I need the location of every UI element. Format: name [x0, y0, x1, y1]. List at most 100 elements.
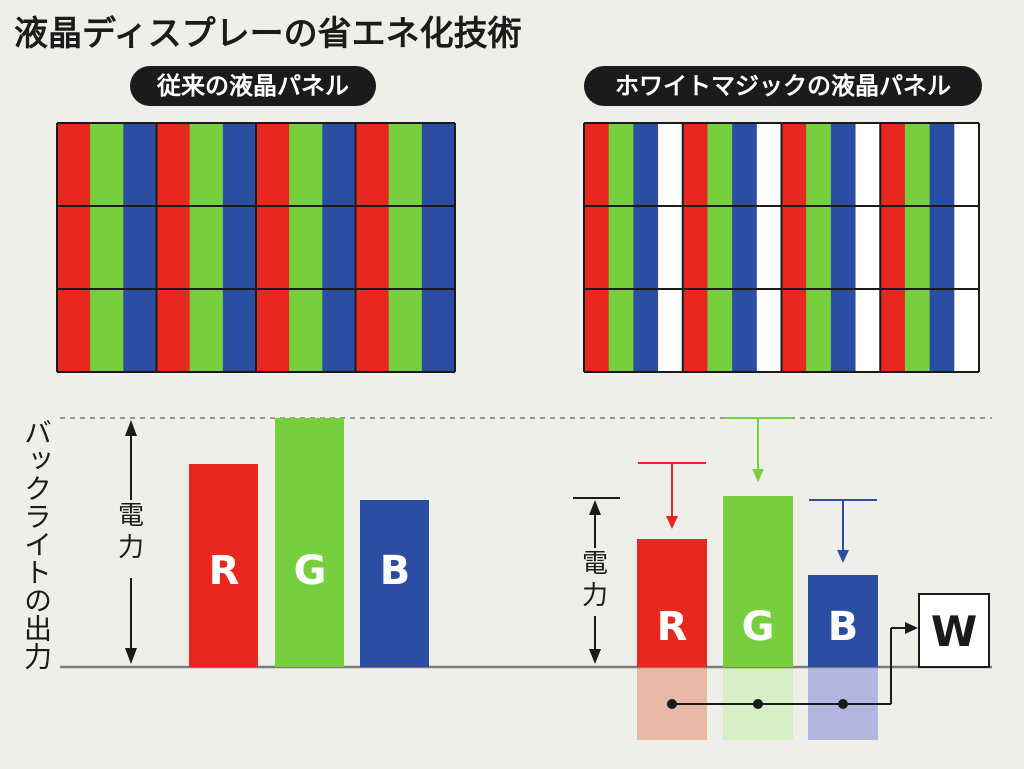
subpixel-stripe	[682, 289, 708, 372]
red-bar-conventional	[189, 464, 258, 667]
subpixel-stripe	[880, 289, 906, 372]
power-arrow-head-down	[589, 649, 601, 664]
subpixel-stripe	[904, 123, 930, 206]
diagram-title: 液晶ディスプレーの省エネ化技術	[14, 14, 522, 54]
backlight-output-label: バックライトの出力	[20, 418, 53, 670]
blue-reduction-arrow-head	[837, 550, 849, 563]
subpixel-stripe	[633, 206, 659, 289]
subpixel-stripe	[322, 289, 356, 372]
subpixel-stripe	[90, 206, 124, 289]
power-label-char: 力	[582, 581, 608, 611]
subpixel-stripe	[388, 206, 423, 289]
power-arrow-head-down	[125, 648, 137, 664]
subpixel-stripe	[806, 289, 832, 372]
subpixel-stripe	[830, 206, 856, 289]
subpixel-stripe	[707, 289, 733, 372]
subpixel-stripe	[608, 123, 634, 206]
rgb-pixel-grid	[56, 122, 456, 373]
subpixel-stripe	[707, 123, 733, 206]
bar-letter-r: R	[657, 604, 688, 650]
subpixel-stripe	[781, 289, 807, 372]
subpixel-stripe	[633, 289, 659, 372]
subpixel-stripe	[830, 123, 856, 206]
subpixel-stripe	[90, 289, 124, 372]
subpixel-stripe	[781, 123, 807, 206]
subpixel-stripe	[57, 123, 91, 206]
subpixel-stripe	[855, 123, 881, 206]
subpixel-stripe	[289, 289, 323, 372]
subpixel-stripe	[806, 123, 832, 206]
subpixel-stripe	[256, 289, 290, 372]
subpixel-stripe	[608, 289, 634, 372]
subpixel-stripe	[756, 123, 782, 206]
left-panel-label: 従来の液晶パネル	[130, 66, 376, 106]
subpixel-stripe	[189, 289, 224, 372]
green-bar-conventional	[275, 418, 344, 667]
subpixel-stripe	[322, 206, 356, 289]
subpixel-stripe	[123, 123, 157, 206]
subpixel-stripe	[90, 123, 124, 206]
white-box-letter: W	[931, 607, 977, 656]
subpixel-stripe	[682, 206, 708, 289]
subpixel-stripe	[732, 123, 758, 206]
subpixel-stripe	[855, 206, 881, 289]
subpixel-stripe	[880, 206, 906, 289]
subpixel-stripe	[57, 289, 91, 372]
green-bar-whitemagic	[723, 496, 793, 667]
subpixel-stripe	[658, 123, 684, 206]
subpixel-stripe	[904, 206, 930, 289]
subpixel-stripe	[355, 289, 389, 372]
subpixel-stripe	[123, 289, 157, 372]
subpixel-stripe	[732, 206, 758, 289]
subpixel-stripe	[855, 289, 881, 372]
subpixel-stripe	[222, 289, 257, 372]
power-label-char: 電	[582, 549, 608, 579]
subpixel-stripe	[584, 289, 609, 372]
subpixel-stripe	[732, 289, 758, 372]
subpixel-stripe	[880, 123, 906, 206]
subpixel-stripe	[954, 206, 980, 289]
subpixel-stripe	[156, 123, 190, 206]
subpixel-stripe	[222, 206, 257, 289]
subpixel-stripe	[608, 206, 634, 289]
connector-dot	[838, 699, 848, 709]
subpixel-stripe	[355, 123, 389, 206]
blue-bar-conventional	[360, 500, 429, 667]
subpixel-stripe	[355, 206, 389, 289]
subpixel-stripe	[633, 123, 659, 206]
bar-letter-r: R	[209, 548, 240, 594]
subpixel-stripe	[756, 206, 782, 289]
subpixel-stripe	[322, 123, 356, 206]
bar-letter-b: B	[828, 604, 859, 650]
subpixel-stripe	[421, 206, 456, 289]
subpixel-stripe	[256, 123, 290, 206]
subpixel-stripe	[929, 123, 955, 206]
red-bar-whitemagic	[637, 539, 707, 667]
power-label-char: 電	[118, 501, 144, 531]
subpixel-stripe	[830, 289, 856, 372]
subpixel-stripe	[289, 206, 323, 289]
subpixel-stripe	[156, 289, 190, 372]
combine-arrow-head	[905, 622, 918, 634]
subpixel-stripe	[421, 123, 456, 206]
subpixel-stripe	[584, 123, 609, 206]
subpixel-stripe	[756, 289, 782, 372]
subpixel-stripe	[954, 123, 980, 206]
subpixel-stripe	[929, 206, 955, 289]
connector-dot	[753, 699, 763, 709]
green-reduction-arrow-head	[752, 469, 764, 482]
subpixel-stripe	[682, 123, 708, 206]
connector-dot	[667, 699, 677, 709]
subpixel-stripe	[156, 206, 190, 289]
subpixel-stripe	[222, 123, 257, 206]
subpixel-stripe	[929, 289, 955, 372]
right-panel-label: ホワイトマジックの液晶パネル	[584, 66, 982, 106]
power-label-char: 力	[118, 533, 144, 563]
white-subpixel-box	[918, 593, 990, 668]
subpixel-stripe	[189, 206, 224, 289]
subpixel-stripe	[123, 206, 157, 289]
subpixel-stripe	[388, 123, 423, 206]
subpixel-stripe	[806, 206, 832, 289]
subpixel-stripe	[189, 123, 224, 206]
